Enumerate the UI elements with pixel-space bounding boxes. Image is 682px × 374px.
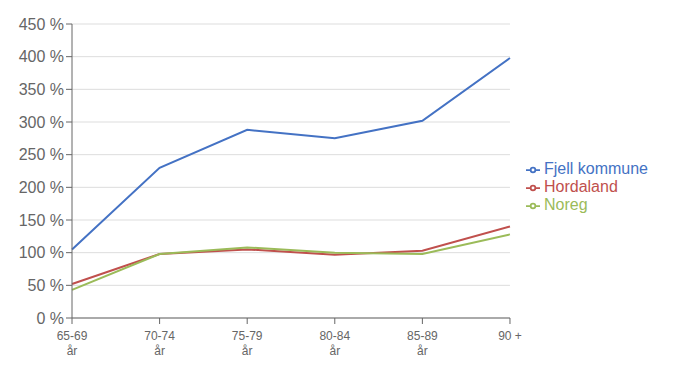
html-text:Noreg: Noreg <box>544 196 588 213</box>
svg-text:300 %: 300 % <box>19 114 64 131</box>
svg-text:75-79år: 75-79år <box>232 329 263 358</box>
svg-text:400 %: 400 % <box>19 48 64 65</box>
svg-text:250 %: 250 % <box>19 146 64 163</box>
svg-text:0 %: 0 % <box>36 310 64 327</box>
html-text:Fjell kommune: Fjell kommune <box>544 160 648 177</box>
svg-text:65-69år: 65-69år <box>57 329 88 358</box>
svg-text:80-84år: 80-84år <box>319 329 350 358</box>
svg-text:50 %: 50 % <box>28 277 64 294</box>
svg-text:450 %: 450 % <box>19 16 64 33</box>
svg-text:85-89år: 85-89år <box>407 329 438 358</box>
svg-text:200 %: 200 % <box>19 179 64 196</box>
svg-text:70-74år: 70-74år <box>144 329 175 358</box>
svg-text:100 %: 100 % <box>19 244 64 261</box>
html-text:Hordaland: Hordaland <box>544 178 618 195</box>
svg-text:150 %: 150 % <box>19 212 64 229</box>
svg-text:350 %: 350 % <box>19 81 64 98</box>
svg-text:90 +: 90 + <box>498 329 522 343</box>
